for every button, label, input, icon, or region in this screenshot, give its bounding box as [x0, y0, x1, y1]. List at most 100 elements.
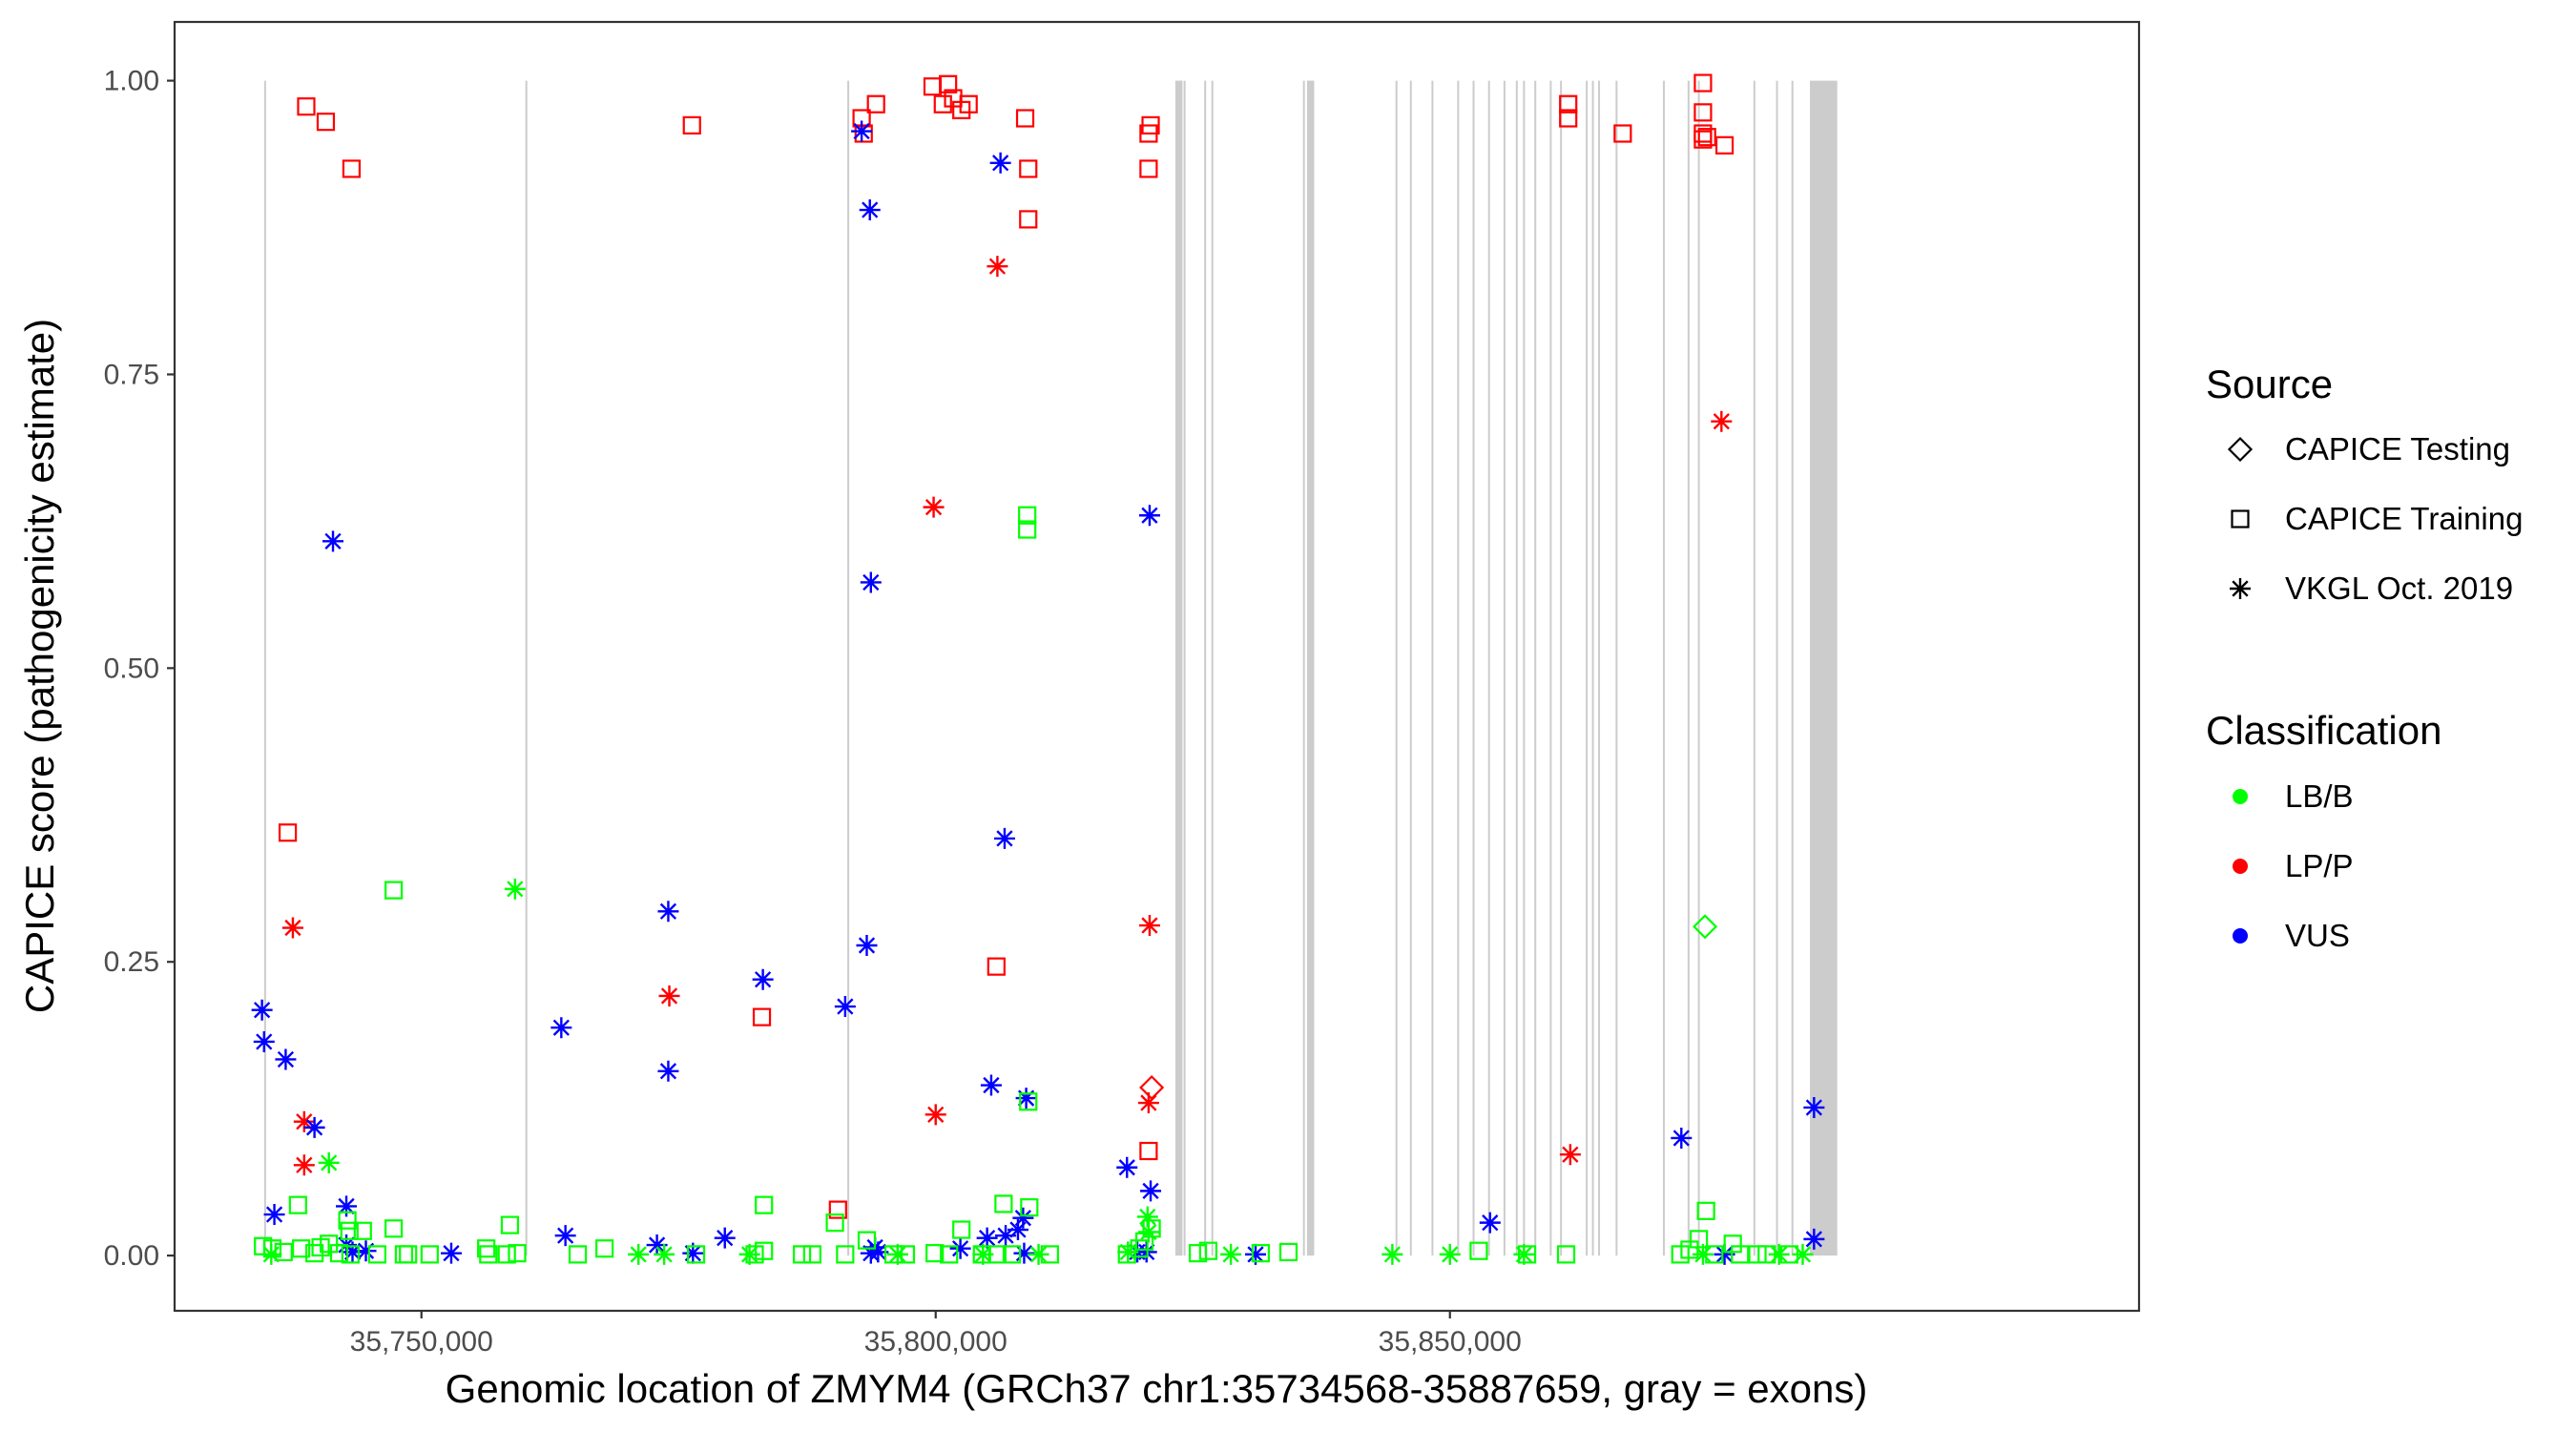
point-vkgl-oct-2019-vus-43	[1479, 1212, 1501, 1234]
point-vkgl-oct-2019-vus-28	[976, 1227, 998, 1249]
point-vkgl-oct-2019-vus-19	[834, 996, 856, 1018]
point-vkgl-oct-2019-vus-45	[1714, 1243, 1735, 1265]
point-vkgl-oct-2019-lp-p-6	[987, 256, 1008, 278]
point-capice-training-lb-b-59	[1556, 1245, 1576, 1264]
legend-capice-testing-label: CAPICE Testing	[2285, 431, 2510, 467]
exon-block-0	[1174, 80, 1183, 1256]
point-vkgl-oct-2019-lp-p-3	[658, 985, 680, 1006]
point-capice-training-lb-b-56	[1278, 1242, 1298, 1262]
legend-lpp-label: LP/P	[2285, 848, 2354, 883]
point-capice-training-lb-b-15	[384, 1219, 404, 1238]
point-capice-training-lb-b-5	[305, 1244, 324, 1263]
point-capice-training-lp-p-2	[316, 113, 336, 132]
point-capice-training-lb-b-54	[1198, 1241, 1218, 1260]
point-vkgl-oct-2019-vus-4	[322, 530, 344, 552]
point-vkgl-oct-2019-vus-42	[1244, 1243, 1266, 1265]
point-capice-training-lb-b-10	[340, 1221, 359, 1240]
point-layer	[251, 73, 1825, 1265]
point-vkgl-oct-2019-vus-10	[440, 1242, 462, 1264]
point-capice-training-lb-b-24	[568, 1245, 588, 1264]
point-capice-training-lp-p-12	[939, 74, 958, 93]
point-vkgl-oct-2019-vus-2	[275, 1048, 297, 1070]
point-vkgl-oct-2019-lb-b-1	[318, 1151, 340, 1173]
point-capice-training-lb-b-34	[857, 1231, 877, 1250]
point-capice-training-lb-b-18	[420, 1245, 439, 1264]
legend-key-capice-training	[2231, 509, 2250, 529]
point-capice-training-lb-b-21	[500, 1215, 520, 1234]
point-vkgl-oct-2019-lb-b-5	[738, 1243, 760, 1265]
point-capice-training-lp-p-3	[342, 159, 362, 178]
point-capice-training-lp-p-8	[854, 124, 873, 143]
point-vkgl-oct-2019-lb-b-12	[1220, 1243, 1242, 1265]
x-axis-label: Genomic location of ZMYM4 (GRCh37 chr1:3…	[446, 1366, 1868, 1411]
y-axis-label: CAPICE score (pathogenicity estimate)	[17, 319, 62, 1013]
point-vkgl-oct-2019-vus-37	[1116, 1156, 1138, 1178]
point-capice-training-lb-b-43	[1018, 506, 1037, 525]
point-vkgl-oct-2019-lb-b-3	[628, 1243, 650, 1265]
legend-source-title: Source	[2206, 362, 2333, 406]
plot-border	[173, 20, 2141, 1313]
point-vkgl-oct-2019-vus-16	[682, 1242, 704, 1264]
point-vkgl-oct-2019-lb-b-13	[1381, 1243, 1403, 1265]
point-capice-training-lp-p-5	[752, 1007, 772, 1027]
y-tick-label-0-00: 0.00	[104, 1240, 159, 1272]
point-capice-training-lb-b-32	[825, 1213, 844, 1233]
legend-vus-label: VUS	[2285, 918, 2350, 953]
x-tick-label-35-850-000: 35,850,000	[1379, 1326, 1522, 1358]
point-capice-training-lb-b-62	[1690, 1230, 1709, 1249]
point-vkgl-oct-2019-lb-b-14	[1439, 1243, 1461, 1265]
point-capice-training-lb-b-30	[792, 1245, 812, 1264]
point-capice-testing-lb-b-0	[1693, 914, 1718, 940]
point-vkgl-oct-2019-vus-22	[859, 199, 881, 221]
point-capice-training-lb-b-46	[1020, 1198, 1039, 1217]
point-vkgl-oct-2019-lp-p-1	[293, 1110, 315, 1132]
point-vkgl-oct-2019-vus-6	[336, 1195, 358, 1217]
point-capice-training-lb-b-20	[479, 1245, 498, 1264]
point-capice-training-lb-b-57	[1469, 1241, 1488, 1260]
point-vkgl-oct-2019-lb-b-17	[1768, 1243, 1790, 1265]
point-capice-training-lb-b-37	[925, 1244, 945, 1263]
point-vkgl-oct-2019-lb-b-4	[654, 1243, 675, 1265]
point-capice-training-lp-p-22	[1141, 115, 1160, 135]
point-vkgl-oct-2019-vus-32	[995, 1225, 1017, 1247]
point-capice-training-lp-p-0	[278, 823, 298, 842]
legend-classification-title: Classification	[2206, 708, 2441, 753]
point-vkgl-oct-2019-vus-41	[1140, 1180, 1162, 1202]
point-capice-training-lp-p-28	[1693, 103, 1713, 122]
point-vkgl-oct-2019-vus-9	[355, 1240, 377, 1262]
y-tick-label-0-25: 0.25	[104, 946, 159, 978]
point-capice-training-lb-b-14	[384, 881, 404, 900]
point-capice-training-lp-p-23	[1139, 1141, 1158, 1161]
point-vkgl-oct-2019-vus-13	[646, 1234, 668, 1256]
point-capice-training-lp-p-4	[682, 115, 701, 135]
point-vkgl-oct-2019-vus-29	[980, 1074, 1002, 1096]
point-capice-training-lp-p-19	[1019, 210, 1038, 229]
point-vkgl-oct-2019-lb-b-18	[1792, 1243, 1814, 1265]
point-vkgl-oct-2019-vus-1	[253, 1030, 275, 1052]
point-capice-training-lb-b-55	[1251, 1244, 1270, 1263]
y-tick-label-1-00: 1.00	[104, 66, 159, 97]
point-capice-training-lb-b-31	[802, 1245, 821, 1264]
legend-vkgl-label: VKGL Oct. 2019	[2285, 570, 2513, 606]
point-vkgl-oct-2019-lb-b-8	[1028, 1243, 1049, 1265]
point-vkgl-oct-2019-lp-p-8	[1137, 1092, 1159, 1114]
point-capice-training-lb-b-19	[477, 1239, 496, 1258]
exon-block-2	[1810, 80, 1838, 1256]
point-vkgl-oct-2019-lb-b-15	[1513, 1243, 1535, 1265]
point-capice-training-lb-b-67	[1748, 1245, 1767, 1264]
point-capice-training-lb-b-26	[686, 1245, 706, 1264]
point-capice-training-lb-b-22	[497, 1245, 516, 1264]
point-capice-training-lb-b-25	[595, 1239, 614, 1258]
point-vkgl-oct-2019-vus-26	[867, 1241, 889, 1263]
point-vkgl-oct-2019-lb-b-0	[260, 1243, 282, 1265]
point-capice-training-lp-p-1	[297, 97, 316, 116]
point-vkgl-oct-2019-lp-p-5	[924, 1104, 946, 1126]
point-capice-training-lp-p-20	[1139, 159, 1158, 178]
point-capice-training-lb-b-2	[274, 1242, 293, 1262]
point-vkgl-oct-2019-vus-21	[856, 934, 878, 956]
exon-block-1	[1307, 80, 1315, 1256]
plot-panel	[175, 22, 2139, 1311]
point-capice-training-lb-b-28	[755, 1195, 774, 1214]
point-vkgl-oct-2019-vus-20	[851, 120, 873, 142]
point-vkgl-oct-2019-lb-b-16	[1692, 1243, 1714, 1265]
